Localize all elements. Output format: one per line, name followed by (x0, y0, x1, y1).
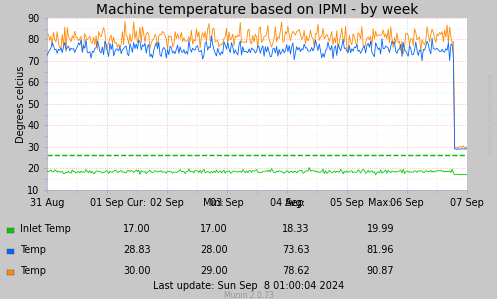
Text: Min:: Min: (203, 198, 224, 208)
Text: Max:: Max: (368, 198, 392, 208)
Text: 73.63: 73.63 (282, 245, 310, 255)
Text: 17.00: 17.00 (200, 224, 228, 234)
Text: Inlet Temp: Inlet Temp (20, 224, 71, 234)
Text: Munin 2.0.73: Munin 2.0.73 (224, 291, 273, 299)
Text: Temp: Temp (20, 245, 46, 255)
Text: 19.99: 19.99 (366, 224, 394, 234)
Text: 28.83: 28.83 (123, 245, 151, 255)
Text: 81.96: 81.96 (366, 245, 394, 255)
Y-axis label: Degrees celcius: Degrees celcius (16, 65, 26, 143)
Text: Cur:: Cur: (127, 198, 147, 208)
Text: 28.00: 28.00 (200, 245, 228, 255)
Text: Temp: Temp (20, 266, 46, 276)
Title: Machine temperature based on IPMI - by week: Machine temperature based on IPMI - by w… (96, 3, 418, 17)
Text: 78.62: 78.62 (282, 266, 310, 276)
Text: 30.00: 30.00 (123, 266, 151, 276)
Text: 90.87: 90.87 (366, 266, 394, 276)
Text: RRDTOOL / TOBI OETIKER: RRDTOOL / TOBI OETIKER (489, 73, 494, 154)
Text: Avg:: Avg: (285, 198, 306, 208)
Text: 29.00: 29.00 (200, 266, 228, 276)
Text: 18.33: 18.33 (282, 224, 310, 234)
Text: 17.00: 17.00 (123, 224, 151, 234)
Text: Last update: Sun Sep  8 01:00:04 2024: Last update: Sun Sep 8 01:00:04 2024 (153, 281, 344, 292)
